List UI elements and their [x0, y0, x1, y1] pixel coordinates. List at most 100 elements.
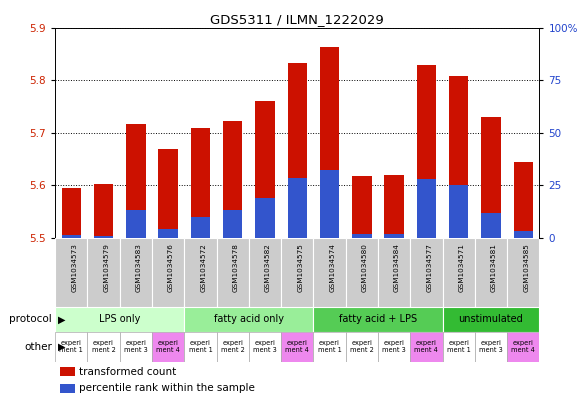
Bar [320, 171, 339, 238]
Bar [191, 129, 210, 238]
Text: ▶: ▶ [58, 314, 66, 324]
Text: fatty acid only: fatty acid only [214, 314, 284, 324]
Bar [507, 238, 539, 307]
Bar [475, 332, 507, 362]
Bar [481, 117, 501, 238]
Text: experi
ment 3: experi ment 3 [253, 340, 277, 353]
Bar [60, 367, 74, 376]
Bar [119, 332, 152, 362]
Bar [184, 307, 313, 332]
Bar [449, 76, 469, 238]
Bar [352, 234, 372, 238]
Bar [223, 121, 242, 238]
Bar [449, 185, 469, 238]
Text: experi
ment 2: experi ment 2 [350, 340, 374, 353]
Bar [385, 234, 404, 238]
Text: experi
ment 3: experi ment 3 [124, 340, 148, 353]
Text: GSM1034580: GSM1034580 [362, 243, 368, 292]
Bar [281, 238, 313, 307]
Bar [313, 307, 443, 332]
Bar [507, 332, 539, 362]
Text: experi
ment 4: experi ment 4 [415, 340, 438, 353]
Bar [126, 124, 146, 238]
Bar [223, 210, 242, 238]
Bar [55, 332, 88, 362]
Bar [378, 238, 410, 307]
Bar [513, 162, 533, 238]
Bar [385, 174, 404, 238]
Text: experi
ment 4: experi ment 4 [156, 340, 180, 353]
Bar [216, 332, 249, 362]
Text: fatty acid + LPS: fatty acid + LPS [339, 314, 417, 324]
Text: GSM1034575: GSM1034575 [297, 243, 303, 292]
Text: experi
ment 4: experi ment 4 [512, 340, 535, 353]
Bar [184, 238, 216, 307]
Bar [55, 307, 184, 332]
Text: GSM1034576: GSM1034576 [168, 243, 174, 292]
Text: ▶: ▶ [58, 342, 66, 352]
Text: GSM1034578: GSM1034578 [233, 243, 239, 292]
Bar [352, 176, 372, 238]
Text: GSM1034571: GSM1034571 [459, 243, 465, 292]
Bar [216, 238, 249, 307]
Bar [249, 238, 281, 307]
Text: GSM1034585: GSM1034585 [523, 243, 530, 292]
Text: transformed count: transformed count [79, 367, 176, 376]
Text: experi
ment 1: experi ment 1 [318, 340, 342, 353]
Text: GSM1034577: GSM1034577 [426, 243, 433, 292]
Bar [320, 48, 339, 238]
Text: GSM1034579: GSM1034579 [103, 243, 110, 292]
Bar [313, 332, 346, 362]
Bar [88, 238, 119, 307]
Bar [410, 332, 443, 362]
Text: experi
ment 2: experi ment 2 [221, 340, 245, 353]
Bar [126, 210, 146, 238]
Text: unstimulated: unstimulated [459, 314, 523, 324]
Bar [249, 332, 281, 362]
Bar [346, 238, 378, 307]
Bar [255, 101, 275, 238]
Text: percentile rank within the sample: percentile rank within the sample [79, 383, 255, 393]
Bar [191, 217, 210, 238]
Text: experi
ment 3: experi ment 3 [382, 340, 406, 353]
Bar [61, 235, 81, 238]
Bar [288, 178, 307, 238]
Bar [158, 229, 178, 238]
Bar [416, 180, 436, 238]
Text: GSM1034581: GSM1034581 [491, 243, 497, 292]
Bar [346, 332, 378, 362]
Text: experi
ment 4: experi ment 4 [285, 340, 309, 353]
Bar [288, 63, 307, 238]
Text: experi
ment 3: experi ment 3 [479, 340, 503, 353]
Bar [152, 238, 184, 307]
Bar [94, 236, 113, 238]
Bar [94, 184, 113, 238]
Text: experi
ment 1: experi ment 1 [59, 340, 83, 353]
Text: experi
ment 1: experi ment 1 [447, 340, 470, 353]
Bar [443, 238, 475, 307]
Text: GSM1034572: GSM1034572 [201, 243, 206, 292]
Text: GSM1034583: GSM1034583 [136, 243, 142, 292]
Text: protocol: protocol [9, 314, 52, 324]
Text: GSM1034573: GSM1034573 [71, 243, 77, 292]
Bar [255, 198, 275, 238]
Bar [443, 307, 539, 332]
Bar [158, 149, 178, 238]
Bar [416, 65, 436, 238]
Bar [88, 332, 119, 362]
Text: other: other [24, 342, 52, 352]
Bar [475, 238, 507, 307]
Bar [152, 332, 184, 362]
Title: GDS5311 / ILMN_1222029: GDS5311 / ILMN_1222029 [211, 13, 384, 26]
Bar [119, 238, 152, 307]
Bar [481, 213, 501, 238]
Text: experi
ment 1: experi ment 1 [188, 340, 212, 353]
Bar [184, 332, 216, 362]
Bar [55, 238, 88, 307]
Bar [60, 384, 74, 393]
Text: LPS only: LPS only [99, 314, 140, 324]
Bar [281, 332, 313, 362]
Bar [313, 238, 346, 307]
Bar [410, 238, 443, 307]
Bar [443, 332, 475, 362]
